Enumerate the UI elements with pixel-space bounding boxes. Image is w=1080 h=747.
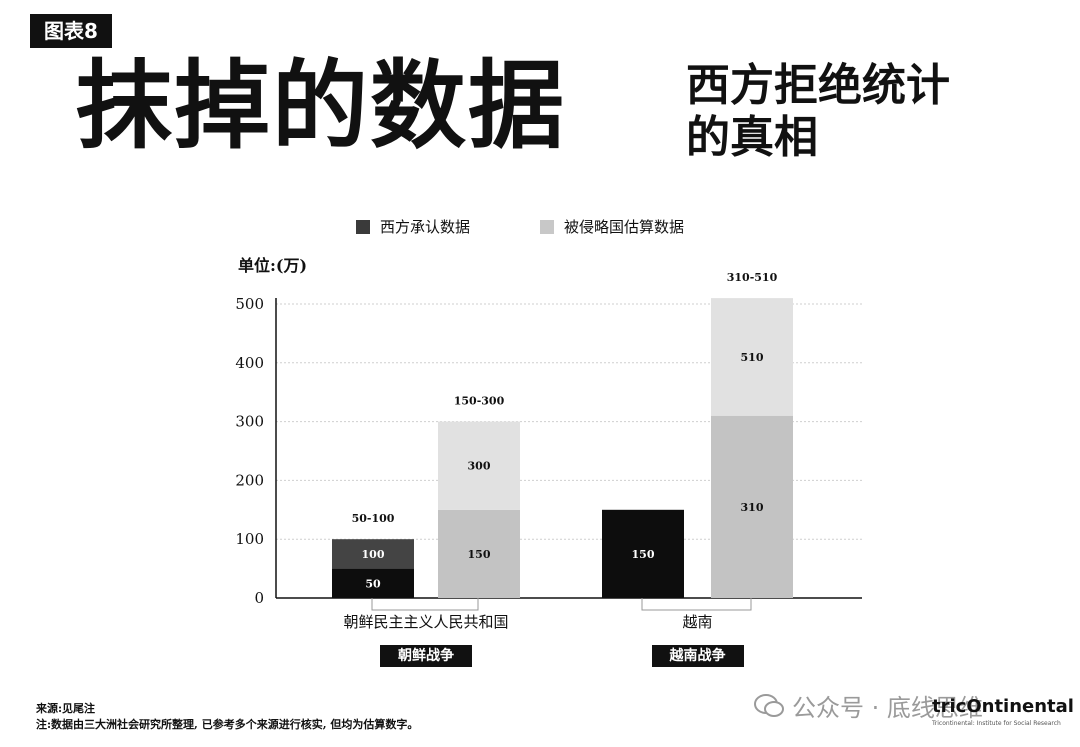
bar-segment (438, 509, 520, 598)
legend-label-estimate: 被侵略国估算数据 (564, 218, 685, 236)
bar-segment (438, 421, 520, 510)
watermark-text: 公众号 · 底线思维 (792, 694, 983, 722)
war-label-vietnam: 越南战争 (651, 645, 744, 667)
subtitle-line-1: 西方拒绝统计 (686, 60, 950, 111)
category-label: 越南 (682, 613, 712, 631)
category-bracket (371, 598, 479, 611)
y-tick-label: 500 (235, 295, 264, 313)
bar-segment (711, 298, 793, 416)
bar-range-label: 150-300 (454, 395, 505, 408)
bar-segment (602, 509, 684, 598)
subtitle-line-2: 的真相 (686, 112, 818, 163)
tricontinental-logo: tricOntinental (932, 696, 1074, 717)
category-label: 朝鲜民主主义人民共和国 (343, 613, 508, 631)
bar-range-label: 310-510 (727, 271, 778, 284)
bar-value-label: 150 (468, 548, 491, 561)
bar-value-label: 50 (365, 577, 381, 590)
unit-label: 单位:(万) (238, 256, 308, 275)
logo-tagline: Tricontinental: Institute for Social Res… (932, 720, 1061, 727)
figure-tag: 图表8 (30, 14, 112, 48)
bar-value-label: 310 (741, 501, 764, 514)
y-tick-label: 0 (254, 589, 264, 607)
bar-value-label: 510 (741, 351, 764, 364)
source-note: 来源:见尾注 (36, 702, 96, 715)
category-bracket (641, 598, 752, 611)
y-tick-label: 300 (235, 413, 264, 431)
chart-legend: 西方承认数据 被侵略国估算数据 (356, 216, 684, 237)
wechat-icon (754, 693, 784, 717)
bar-value-label: 150 (632, 548, 655, 561)
y-tick-label: 100 (235, 530, 264, 548)
subtitle: 西方拒绝统计 的真相 (686, 60, 950, 164)
bar-segment (332, 539, 414, 569)
bar-range-label: 50-100 (352, 512, 395, 525)
legend-item-western: 西方承认数据 (356, 216, 470, 237)
bar-value-label: 300 (468, 460, 491, 473)
bar-value-label: 100 (362, 548, 385, 561)
y-tick-label: 400 (235, 354, 264, 372)
legend-item-estimate: 被侵略国估算数据 (540, 216, 684, 237)
war-label-korea: 朝鲜战争 (380, 645, 472, 667)
y-tick-label: 200 (235, 471, 264, 489)
watermark: 公众号 · 底线思维 (754, 688, 983, 723)
footnote: 注:数据由三大洲社会研究所整理, 已参考多个来源进行核实, 但均为估算数字。 (36, 718, 419, 731)
legend-swatch-estimate (540, 219, 555, 234)
bar-segment (711, 415, 793, 598)
legend-swatch-western (356, 219, 370, 234)
main-title: 抹掉的数据 (76, 50, 566, 162)
legend-label-western: 西方承认数据 (380, 218, 471, 236)
bar-segment (332, 568, 414, 598)
